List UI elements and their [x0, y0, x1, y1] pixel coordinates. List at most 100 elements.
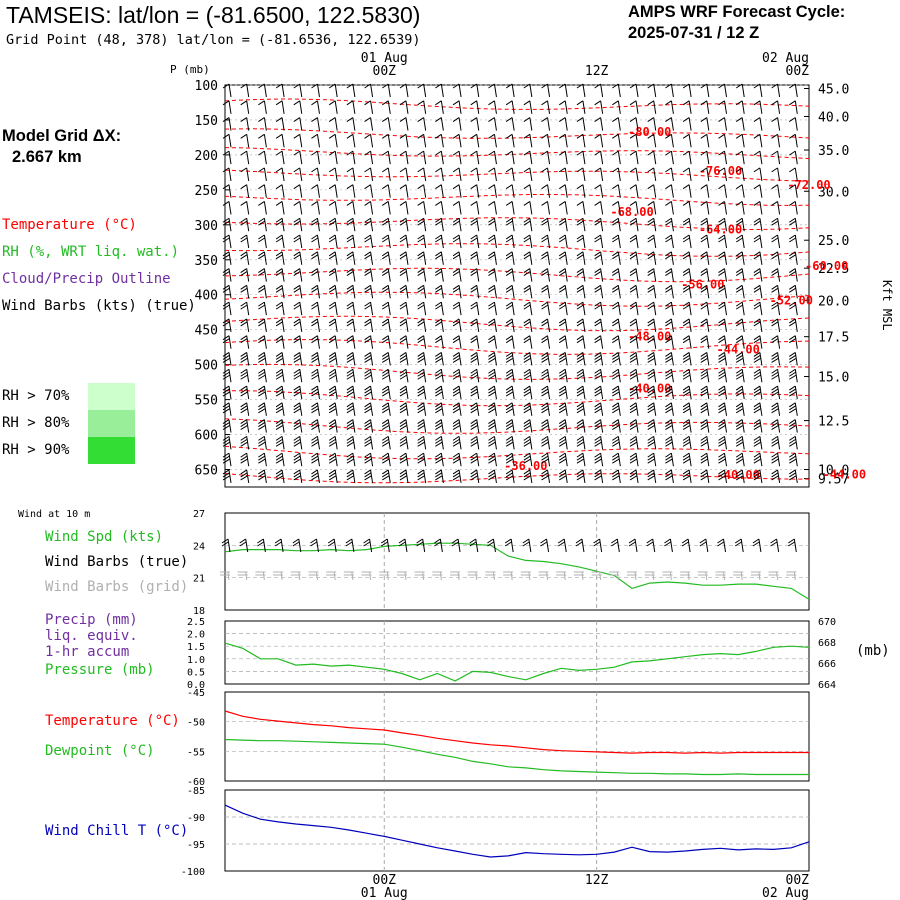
wind-barb — [364, 133, 374, 148]
wind-barb — [399, 251, 409, 265]
surface-wind-barb-grid — [450, 571, 461, 581]
wind-barb — [417, 402, 427, 416]
wind-barb — [417, 184, 427, 198]
wind-barb — [346, 100, 356, 114]
wind-barb — [612, 402, 621, 416]
wind-barb — [753, 234, 763, 249]
wind-barb — [364, 217, 374, 232]
wind-barb — [700, 385, 710, 400]
wind-barb — [735, 201, 745, 215]
wind-barb — [417, 100, 427, 114]
wind-barb — [718, 469, 728, 483]
wind-barb — [505, 234, 515, 249]
wind-barb — [470, 469, 480, 483]
wind-barb — [417, 452, 427, 467]
wind-barb — [452, 133, 462, 148]
wind-barb — [275, 100, 285, 114]
wind-barb — [682, 352, 692, 366]
wind-barb — [665, 318, 674, 332]
wind-barb — [311, 284, 320, 299]
wind-barb — [523, 234, 533, 249]
wind-barb — [311, 335, 320, 349]
wind-barb — [293, 133, 303, 148]
wind-barb — [435, 150, 444, 165]
wind-barb — [541, 217, 551, 232]
wind-barb — [523, 268, 533, 282]
wind-barb — [558, 452, 568, 467]
wind-barb — [346, 452, 356, 467]
wind-barb — [364, 469, 374, 483]
wind-barb — [558, 419, 568, 433]
surface-wind-barb-true — [380, 538, 390, 553]
wind-barb — [381, 234, 391, 249]
wind-barb — [417, 150, 427, 165]
wind-barb — [505, 268, 515, 282]
surface-wind-barb-true — [487, 538, 496, 553]
wind-barb — [222, 234, 232, 249]
wind-barb — [718, 234, 728, 249]
surface-wind-barb-grid — [308, 571, 319, 581]
surface-wind-barb-true — [646, 538, 656, 553]
wind-barb — [381, 133, 391, 148]
wind-barb — [647, 469, 657, 483]
wind-barb — [558, 318, 568, 332]
wind-barb — [523, 452, 533, 467]
wind-barb — [275, 284, 285, 299]
wind-barb — [558, 217, 568, 232]
wind-barb — [735, 301, 745, 316]
legend-temperature: Temperature (°C) — [2, 217, 137, 233]
wind-barb — [576, 301, 586, 316]
wind-barb — [488, 284, 497, 299]
panel-y-tick-label: 2.5 — [187, 617, 205, 628]
height-tick-label: 45.0 — [818, 82, 849, 97]
wind-barb — [381, 318, 391, 332]
wind-barb — [718, 268, 728, 282]
wind-barb — [647, 217, 657, 232]
wind-barb — [293, 100, 303, 114]
wind-barb — [240, 150, 250, 165]
surface-wind-barb-grid — [237, 571, 248, 581]
wind-barb — [541, 184, 551, 198]
wind-barb — [222, 201, 232, 215]
wind-barb — [576, 402, 586, 416]
wind-barb — [240, 385, 250, 400]
pressure-tick-label: 150 — [195, 114, 218, 129]
wind-barb — [682, 201, 692, 215]
pressure-tick-label: 600 — [195, 429, 218, 444]
wind-barb — [700, 352, 710, 366]
rh80-label: RH > 80% — [2, 415, 70, 431]
wind-barb — [311, 184, 320, 198]
wind-barb — [541, 301, 551, 316]
wind-barb — [505, 352, 515, 366]
wind-barb — [541, 167, 551, 181]
forecast-cycle-label: AMPS WRF Forecast Cycle: — [628, 3, 846, 21]
surface-wind-barb-grid — [573, 571, 584, 581]
wind-barb — [240, 435, 250, 450]
time-tick-label-bottom: 00Z — [786, 873, 810, 888]
wind-barb — [629, 100, 639, 114]
wind-barb — [594, 301, 604, 316]
wind-barb — [435, 167, 444, 181]
wind-barb — [735, 419, 745, 433]
wind-barb — [505, 284, 515, 299]
wind-barb — [417, 435, 427, 450]
wind-barb — [293, 452, 303, 467]
surface-wind-barb-grid — [220, 571, 230, 581]
wind-barb — [381, 251, 391, 265]
wind-barb — [346, 284, 356, 299]
wind-barb — [488, 318, 497, 332]
wind-barb — [541, 352, 551, 366]
wind-barb — [718, 184, 728, 198]
wind-barb — [523, 217, 533, 232]
wind-barb — [222, 368, 232, 383]
wind-barb — [346, 217, 356, 232]
date-label-bottom: 02 Aug — [762, 886, 809, 900]
wind-barb — [647, 268, 657, 282]
wind-barb — [523, 402, 533, 416]
surface-wind-barb-true — [416, 538, 426, 553]
wind-barb — [647, 150, 657, 165]
wind-barb — [452, 100, 462, 114]
isotherm-label: -56.00 — [681, 277, 724, 291]
wind-barb — [417, 167, 427, 181]
wind-barb — [346, 133, 356, 148]
